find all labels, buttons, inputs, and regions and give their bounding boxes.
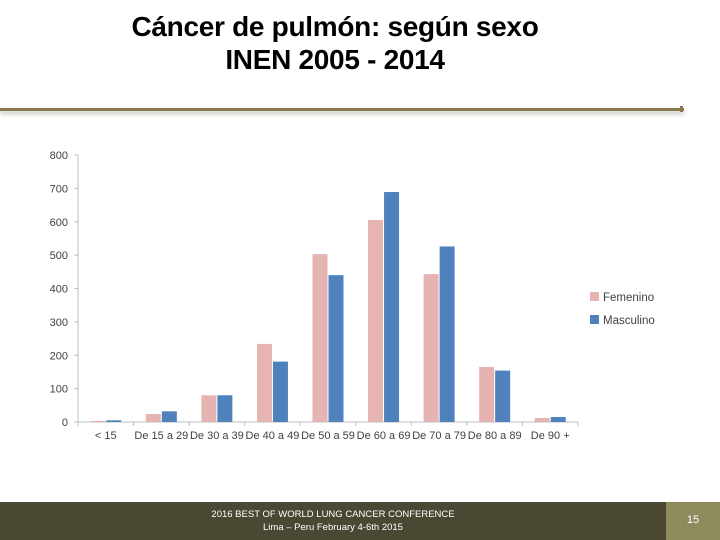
- y-tick-label: 400: [50, 284, 68, 296]
- title-divider-end: [680, 106, 683, 112]
- bar-masculino: [495, 370, 511, 422]
- title-line-2: INEN 2005 - 2014: [225, 44, 445, 75]
- x-tick-label: De 90 +: [531, 430, 570, 442]
- bar-femenino: [423, 274, 439, 422]
- bar-femenino: [534, 417, 550, 422]
- y-tick-label: 700: [50, 183, 68, 195]
- y-tick-label: 300: [50, 317, 68, 329]
- bar-femenino: [90, 420, 106, 422]
- y-tick-label: 200: [50, 350, 68, 362]
- bar-masculino: [439, 246, 455, 422]
- bar-femenino: [256, 343, 272, 422]
- legend-swatch-masculino: [590, 315, 599, 324]
- footer-text: 2016 BEST OF WORLD LUNG CANCER CONFERENC…: [0, 508, 666, 534]
- title-divider: [0, 108, 684, 111]
- x-tick-label: De 80 a 89: [468, 430, 522, 442]
- y-tick-label: 800: [50, 150, 68, 162]
- x-tick-label: De 60 a 69: [357, 430, 411, 442]
- bar-femenino: [145, 413, 161, 422]
- x-tick-label: De 40 a 49: [246, 430, 300, 442]
- bar-masculino: [106, 420, 122, 422]
- slide-title: Cáncer de pulmón: según sexo INEN 2005 -…: [60, 10, 610, 76]
- legend-swatch-femenino: [590, 292, 599, 301]
- title-line-1: Cáncer de pulmón: según sexo: [131, 11, 539, 42]
- y-tick-label: 100: [50, 384, 68, 396]
- bar-femenino: [312, 254, 328, 422]
- page-number-box: 15: [666, 502, 720, 540]
- legend-label-femenino: Femenino: [603, 292, 654, 304]
- x-tick-label: De 70 a 79: [412, 430, 466, 442]
- y-tick-label: 0: [62, 417, 68, 429]
- footer-bar: 2016 BEST OF WORLD LUNG CANCER CONFERENC…: [0, 502, 720, 540]
- y-tick-label: 500: [50, 250, 68, 262]
- bar-masculino: [550, 416, 566, 422]
- x-tick-label: De 50 a 59: [301, 430, 355, 442]
- y-tick-label: 600: [50, 217, 68, 229]
- x-tick-label: De 30 a 39: [190, 430, 244, 442]
- bar-femenino: [479, 366, 495, 422]
- legend-label-masculino: Masculino: [603, 315, 655, 327]
- bar-masculino: [384, 192, 400, 422]
- bar-masculino: [328, 275, 344, 422]
- page-number: 15: [686, 514, 700, 526]
- x-tick-label: < 15: [95, 430, 117, 442]
- x-tick-label: De 15 a 29: [134, 430, 188, 442]
- footer-line-1: 2016 BEST OF WORLD LUNG CANCER CONFERENC…: [211, 509, 455, 520]
- footer-line-2: Lima – Peru February 4-6th 2015: [263, 522, 403, 533]
- bar-masculino: [272, 361, 288, 422]
- bar-femenino: [201, 395, 217, 422]
- bar-femenino: [368, 220, 384, 422]
- bar-masculino: [161, 411, 177, 422]
- bar-masculino: [217, 395, 233, 422]
